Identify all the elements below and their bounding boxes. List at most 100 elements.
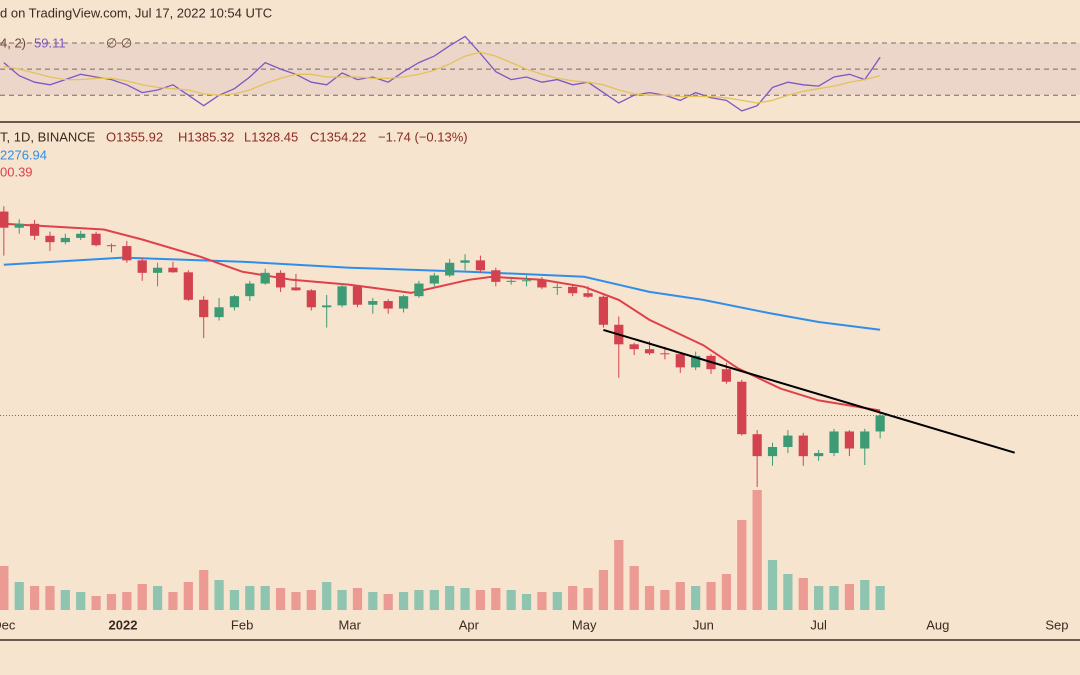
candle-body (214, 307, 224, 318)
volume-bar (614, 540, 624, 610)
ma-legend: 2276.94 (0, 147, 47, 162)
volume-bar (737, 520, 747, 610)
candle-body (860, 431, 870, 449)
volume-bar (844, 584, 855, 610)
candle-body (414, 283, 424, 297)
volume-bar (675, 582, 685, 610)
x-tick-label: Apr (459, 617, 480, 632)
volume-bar (306, 590, 316, 610)
candle-body (829, 431, 839, 454)
volume-bar (275, 588, 286, 610)
volume-bar (660, 590, 670, 610)
candle-body (168, 267, 178, 273)
volume-bar (29, 586, 40, 610)
candle-body (398, 296, 409, 309)
volume-bar (814, 586, 824, 610)
candle-body (91, 233, 101, 246)
candle-body (337, 286, 347, 306)
candle-body (491, 270, 501, 282)
candle-body (14, 223, 24, 228)
volume-bar (168, 592, 178, 610)
ma-legend: 00.39 (0, 164, 33, 179)
candle-body (306, 290, 316, 308)
volume-bar (598, 570, 609, 610)
volume-bar (291, 592, 301, 610)
x-tick-label: Feb (231, 617, 253, 632)
candle-body (229, 296, 240, 308)
legend-high: H1385.32 (178, 129, 234, 144)
volume-bar (245, 586, 255, 610)
volume-bar (521, 594, 532, 610)
legend-close: C1354.22 (310, 129, 366, 144)
volume-bar (583, 588, 593, 610)
x-tick-label: Dec (0, 617, 16, 632)
candle-body (137, 260, 147, 273)
candle-body (106, 245, 117, 247)
volume-bar (568, 586, 578, 610)
volume-bar (767, 560, 778, 610)
candle-body (0, 211, 9, 228)
candle-body (445, 262, 455, 276)
x-tick-label: Aug (926, 617, 949, 632)
rsi-line (3, 51, 881, 104)
candle-body (583, 293, 593, 297)
moving-average (3, 256, 881, 331)
volume-bar (322, 582, 332, 610)
candle-body (629, 344, 639, 350)
candle-body (814, 453, 824, 457)
volume-bar (706, 582, 716, 610)
volume-bar (398, 592, 409, 610)
volume-bar (337, 590, 347, 610)
candle-body (783, 435, 793, 448)
symbol: T, 1D, BINANCE (0, 129, 96, 144)
candle-body (291, 287, 301, 291)
volume-bar (0, 566, 9, 610)
volume-bar (460, 588, 470, 610)
candle-body (60, 237, 70, 243)
volume-bar (229, 590, 240, 610)
trendline (603, 328, 1015, 454)
volume-bar (383, 594, 393, 610)
candle-body (875, 415, 885, 432)
volume-bar (414, 590, 424, 610)
volume-bar (629, 566, 639, 610)
candle-body (752, 434, 762, 457)
candle-body (245, 283, 255, 297)
candle-body (475, 260, 486, 271)
volume-bar (137, 584, 147, 610)
volume-bar (199, 570, 209, 610)
candle-body (29, 223, 40, 236)
volume-bar (368, 592, 378, 610)
volume-bar (875, 586, 885, 610)
candle-body (429, 275, 439, 284)
legend-change: −1.74 (−0.13%) (378, 129, 468, 144)
volume-bar (91, 596, 101, 610)
candle-body (568, 286, 578, 294)
volume-bar (506, 590, 516, 610)
volume-bar (60, 590, 70, 610)
candle-body (598, 296, 609, 325)
volume-bar (445, 586, 455, 610)
volume-bar (214, 580, 224, 610)
volume-bar (860, 580, 870, 610)
x-tick-label: Jun (693, 617, 714, 632)
candle-body (383, 301, 393, 309)
volume-bar (721, 574, 732, 610)
candle-body (537, 280, 547, 288)
candle-body (460, 260, 470, 263)
candle-body (199, 299, 209, 318)
candle-body (183, 272, 193, 300)
volume-bar (798, 578, 808, 610)
volume-bar (691, 586, 701, 610)
rsi-line (3, 35, 881, 112)
volume-bar (76, 592, 86, 610)
candle-body (322, 305, 332, 308)
candle-body (152, 267, 163, 273)
candle-body (691, 355, 701, 368)
volume-bar (783, 574, 793, 610)
candle-body (552, 286, 562, 288)
volume-bar (829, 586, 839, 610)
candle-body (721, 369, 732, 382)
volume-bar (14, 582, 24, 610)
x-tick-label: Sep (1045, 617, 1068, 632)
